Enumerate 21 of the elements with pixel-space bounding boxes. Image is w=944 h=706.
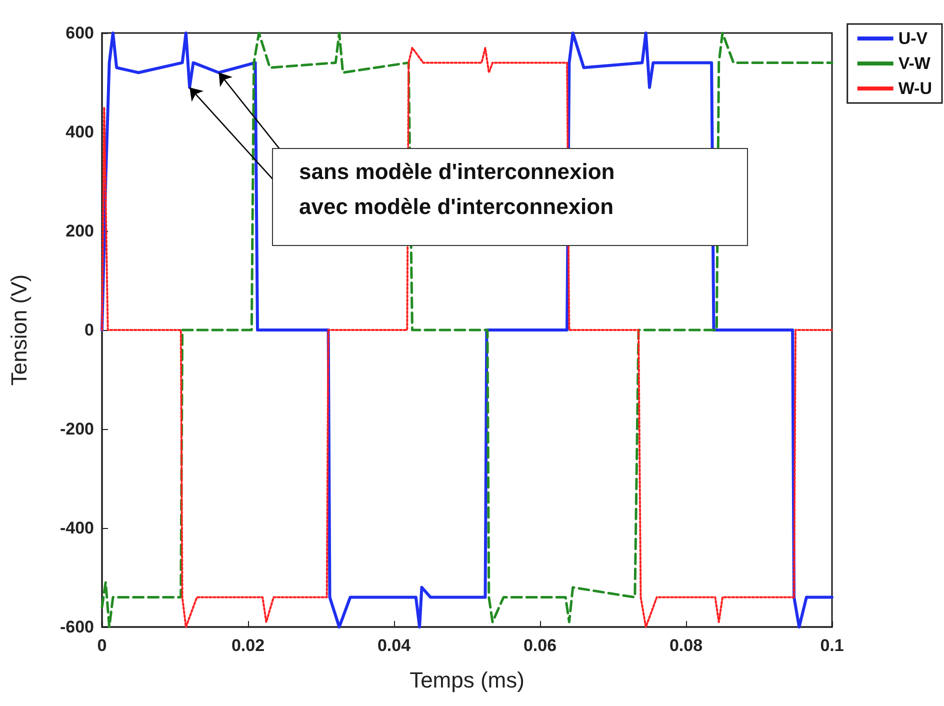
y-tick-label: 600 (66, 24, 94, 42)
x-tick-label: 0.06 (523, 636, 557, 655)
x-tick-label: 0.04 (377, 636, 412, 655)
y-tick-label: -600 (60, 618, 94, 636)
note-box: sans modèle d'interconnexion avec modèle d'interconnexion (272, 148, 748, 246)
y-tick-label: -400 (60, 518, 94, 538)
legend-label: W-U (898, 79, 932, 98)
legend-label: V-W (898, 54, 932, 73)
legend-label: U-V (898, 29, 928, 48)
x-axis-title: Temps (ms) (410, 668, 524, 692)
y-tick-label: 0 (84, 320, 94, 340)
x-tick-label: 0.1 (820, 636, 844, 655)
y-tick-label: -200 (60, 420, 94, 438)
x-tick-label: 0.08 (669, 636, 703, 655)
y-axis-title: Tension (V) (6, 274, 32, 386)
x-tick-label: 0 (97, 636, 107, 655)
x-tick-label: 0.02 (231, 636, 265, 655)
annotation: sans modèle d'interconnexion (299, 159, 615, 185)
y-tick-label: 400 (66, 122, 94, 142)
annotation: avec modèle d'interconnexion (299, 194, 614, 220)
y-tick-label: 200 (66, 222, 94, 240)
